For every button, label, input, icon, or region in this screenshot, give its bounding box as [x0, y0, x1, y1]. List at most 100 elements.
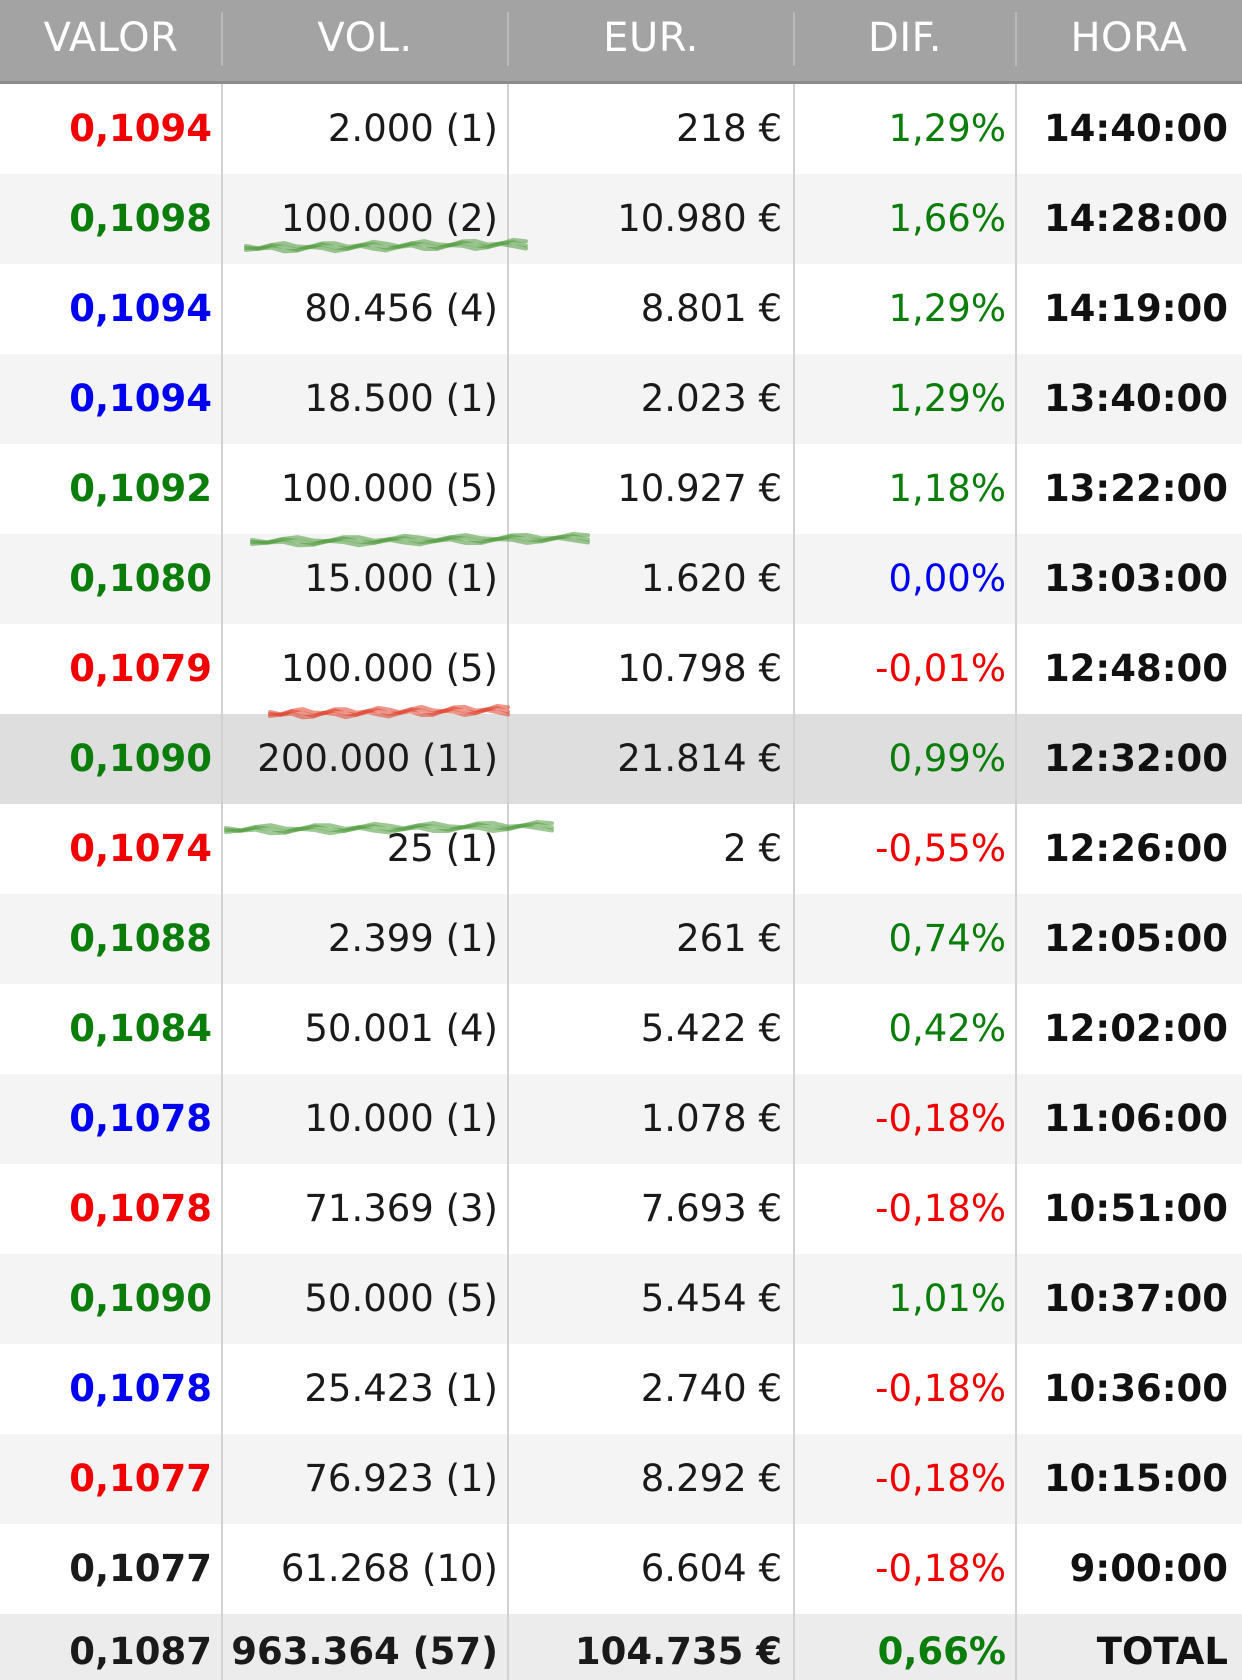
cell-difference: -0,18%	[875, 1097, 1006, 1140]
cell-time: 14:28:00	[1043, 197, 1228, 240]
header-divider	[1015, 12, 1017, 66]
cell-valor: 0,1090	[69, 737, 212, 780]
table-row[interactable]: 0,1080 15.000 (1) 1.620 € 0,00% 13:03:00	[0, 534, 1242, 624]
table-row[interactable]: 0,1078 71.369 (3) 7.693 € -0,18% 10:51:00	[0, 1164, 1242, 1254]
cell-valor: 0,1074	[69, 827, 212, 870]
cell-volume: 100.000 (5)	[280, 467, 498, 510]
header-divider	[507, 12, 509, 66]
table-row[interactable]: 0,1094 2.000 (1) 218 € 1,29% 14:40:00	[0, 84, 1242, 174]
cell-volume: 15.000 (1)	[304, 557, 498, 600]
cell-volume: 18.500 (1)	[304, 377, 498, 420]
cell-difference: 1,18%	[888, 467, 1006, 510]
cell-time: 13:22:00	[1043, 467, 1228, 510]
cell-volume: 61.268 (10)	[280, 1547, 498, 1590]
cell-difference: 0,74%	[888, 917, 1006, 960]
cell-valor: 0,1078	[69, 1367, 212, 1410]
cell-difference: -0,18%	[875, 1187, 1006, 1230]
table-row[interactable]: 0,1092 100.000 (5) 10.927 € 1,18% 13:22:00	[0, 444, 1242, 534]
cell-time: 12:26:00	[1043, 827, 1228, 870]
cell-difference: 0,42%	[888, 1007, 1006, 1050]
cell-valor: 0,1080	[69, 557, 212, 600]
cell-euros: 1.078 €	[640, 1097, 782, 1140]
cell-time: 10:37:00	[1043, 1277, 1228, 1320]
table-row[interactable]: 0,1078 10.000 (1) 1.078 € -0,18% 11:06:00	[0, 1074, 1242, 1164]
cell-valor: 0,1079	[69, 647, 212, 690]
header-valor[interactable]: VALOR	[43, 15, 179, 61]
table-row[interactable]: 0,1094 80.456 (4) 8.801 € 1,29% 14:19:00	[0, 264, 1242, 354]
cell-euros: 10.927 €	[617, 467, 782, 510]
cell-volume: 50.000 (5)	[304, 1277, 498, 1320]
cell-volume: 80.456 (4)	[304, 287, 498, 330]
table-row[interactable]: 0,1090 200.000 (11) 21.814 € 0,99% 12:32:00	[0, 714, 1242, 804]
cell-euros: 7.693 €	[640, 1187, 782, 1230]
total-eur: 104.735 €	[574, 1630, 782, 1673]
header-divider	[793, 12, 795, 66]
cell-volume: 76.923 (1)	[304, 1457, 498, 1500]
cell-volume: 50.001 (4)	[304, 1007, 498, 1050]
cell-euros: 21.814 €	[617, 737, 782, 780]
column-divider	[793, 84, 795, 1680]
cell-valor: 0,1077	[69, 1547, 212, 1590]
cell-euros: 2.740 €	[640, 1367, 782, 1410]
table-row[interactable]: 0,1077 76.923 (1) 8.292 € -0,18% 10:15:00	[0, 1434, 1242, 1524]
cell-euros: 8.801 €	[640, 287, 782, 330]
table-row[interactable]: 0,1077 61.268 (10) 6.604 € -0,18% 9:00:00	[0, 1524, 1242, 1614]
cell-euros: 8.292 €	[640, 1457, 782, 1500]
cell-valor: 0,1078	[69, 1097, 212, 1140]
column-divider	[507, 84, 509, 1680]
cell-valor: 0,1084	[69, 1007, 212, 1050]
header-vol[interactable]: VOL.	[317, 15, 413, 61]
table-row[interactable]: 0,1079 100.000 (5) 10.798 € -0,01% 12:48:00	[0, 624, 1242, 714]
cell-euros: 10.980 €	[617, 197, 782, 240]
cell-valor: 0,1090	[69, 1277, 212, 1320]
table-row[interactable]: 0,1074 25 (1) 2 € -0,55% 12:26:00	[0, 804, 1242, 894]
cell-time: 12:05:00	[1043, 917, 1228, 960]
cell-euros: 10.798 €	[617, 647, 782, 690]
cell-euros: 1.620 €	[640, 557, 782, 600]
cell-euros: 6.604 €	[640, 1547, 782, 1590]
cell-difference: 0,99%	[888, 737, 1006, 780]
cell-euros: 2.023 €	[640, 377, 782, 420]
cell-euros: 218 €	[676, 107, 782, 150]
cell-euros: 261 €	[676, 917, 782, 960]
table-row[interactable]: 0,1098 100.000 (2) 10.980 € 1,66% 14:28:00	[0, 174, 1242, 264]
cell-valor: 0,1078	[69, 1187, 212, 1230]
header-hora[interactable]: HORA	[1070, 15, 1188, 61]
cell-time: 10:15:00	[1043, 1457, 1228, 1500]
cell-euros: 2 €	[723, 827, 782, 870]
total-vol: 963.364 (57)	[231, 1630, 498, 1673]
table-row[interactable]: 0,1078 25.423 (1) 2.740 € -0,18% 10:36:00	[0, 1344, 1242, 1434]
cell-difference: 1,29%	[888, 107, 1006, 150]
column-divider	[221, 84, 223, 1680]
table-row[interactable]: 0,1094 18.500 (1) 2.023 € 1,29% 13:40:00	[0, 354, 1242, 444]
cell-euros: 5.454 €	[640, 1277, 782, 1320]
header-dif[interactable]: DIF.	[868, 15, 942, 61]
table-row[interactable]: 0,1084 50.001 (4) 5.422 € 0,42% 12:02:00	[0, 984, 1242, 1074]
cell-time: 10:51:00	[1043, 1187, 1228, 1230]
cell-difference: 0,00%	[888, 557, 1006, 600]
table-row[interactable]: 0,1088 2.399 (1) 261 € 0,74% 12:05:00	[0, 894, 1242, 984]
cell-valor: 0,1092	[69, 467, 212, 510]
cell-valor: 0,1094	[69, 287, 212, 330]
cell-difference: 1,66%	[888, 197, 1006, 240]
cell-valor: 0,1077	[69, 1457, 212, 1500]
table-row[interactable]: 0,1090 50.000 (5) 5.454 € 1,01% 10:37:00	[0, 1254, 1242, 1344]
header-eur[interactable]: EUR.	[603, 15, 699, 61]
cell-difference: 1,01%	[888, 1277, 1006, 1320]
cell-volume: 10.000 (1)	[304, 1097, 498, 1140]
cell-volume: 25.423 (1)	[304, 1367, 498, 1410]
cell-volume: 71.369 (3)	[304, 1187, 498, 1230]
cell-time: 9:00:00	[1069, 1547, 1228, 1590]
cell-time: 14:19:00	[1043, 287, 1228, 330]
cell-time: 12:02:00	[1043, 1007, 1228, 1050]
cell-time: 12:48:00	[1043, 647, 1228, 690]
cell-time: 13:03:00	[1043, 557, 1228, 600]
cell-valor: 0,1098	[69, 197, 212, 240]
cell-volume: 100.000 (5)	[280, 647, 498, 690]
cell-volume: 2.399 (1)	[327, 917, 498, 960]
cell-difference: -0,01%	[875, 647, 1006, 690]
cell-valor: 0,1094	[69, 107, 212, 150]
cell-difference: 1,29%	[888, 377, 1006, 420]
cell-difference: -0,18%	[875, 1547, 1006, 1590]
